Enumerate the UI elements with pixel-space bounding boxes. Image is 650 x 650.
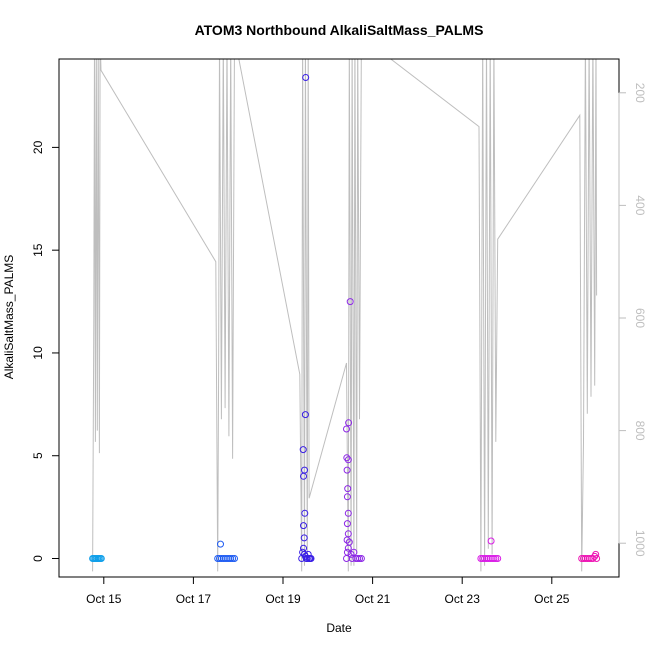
plot-frame (58, 58, 620, 578)
x-tick-label: Oct 25 (534, 592, 570, 606)
data-point (301, 466, 308, 474)
data-point (343, 425, 350, 433)
y2-tick-label: 400 (633, 195, 647, 215)
data-point (494, 555, 502, 562)
data-point (345, 538, 353, 546)
data-point (300, 534, 308, 542)
data-point (343, 454, 351, 462)
data-point (350, 548, 358, 556)
scatter-series-4 (343, 298, 365, 562)
data-point (231, 555, 238, 562)
x-axis-label: Date (326, 621, 352, 635)
data-point (492, 555, 500, 562)
x-tick-label: Oct 17 (176, 592, 212, 606)
data-point (344, 530, 352, 538)
data-point (343, 493, 351, 501)
x-tick-label: Oct 19 (265, 592, 301, 606)
data-point (343, 520, 351, 528)
data-point (490, 555, 498, 562)
data-point (227, 555, 235, 562)
pressure-trace-layer (92, 59, 598, 572)
data-point (229, 555, 237, 562)
data-point (300, 522, 307, 530)
y-axis-label: AlkaliSaltMass_PALMS (2, 255, 16, 380)
scatter-series-3 (298, 74, 315, 562)
y-tick-label: 20 (31, 140, 45, 154)
data-point (343, 466, 351, 474)
data-point (302, 74, 310, 81)
pressure-trace-line (92, 59, 598, 572)
data-point (344, 485, 352, 493)
y-axis-left: 0 5 10 15 20 (31, 140, 60, 562)
data-point (299, 446, 307, 454)
data-point (593, 555, 601, 562)
y2-tick-label: 600 (633, 308, 647, 328)
y-tick-label: 0 (31, 555, 45, 562)
y2-tick-label: 1000 (633, 530, 647, 557)
y-tick-label: 10 (31, 346, 45, 360)
x-tick-label: Oct 23 (445, 592, 481, 606)
data-point (217, 540, 224, 548)
scatter-series-5 (477, 537, 502, 562)
data-point (592, 550, 600, 558)
data-point (307, 555, 315, 562)
y2-tick-label: 200 (633, 83, 647, 103)
data-point (344, 456, 352, 464)
scatter-points-layer (89, 74, 601, 562)
data-point (345, 419, 353, 427)
y2-tick-label: 800 (633, 421, 647, 441)
x-tick-label: Oct 15 (86, 592, 122, 606)
scatter-series-6 (578, 550, 601, 562)
data-point (344, 509, 352, 517)
scatter-series-2 (214, 540, 238, 562)
data-point (301, 411, 309, 419)
scatter-series-1 (89, 555, 105, 562)
y-tick-label: 15 (31, 243, 45, 257)
data-point (301, 509, 309, 517)
data-point (357, 555, 365, 562)
data-point (487, 537, 495, 545)
data-point (97, 555, 105, 562)
chart-title: ATOM3 Northbound AlkaliSaltMass_PALMS (195, 22, 484, 38)
data-point (356, 555, 363, 562)
y-tick-label: 5 (31, 452, 45, 459)
data-point (346, 298, 354, 306)
x-axis: Oct 15 Oct 17 Oct 19 Oct 21 Oct 23 Oct 25 (86, 576, 570, 606)
x-tick-label: Oct 21 (355, 592, 391, 606)
y-axis-right: 200 400 600 800 1000 (618, 83, 647, 557)
